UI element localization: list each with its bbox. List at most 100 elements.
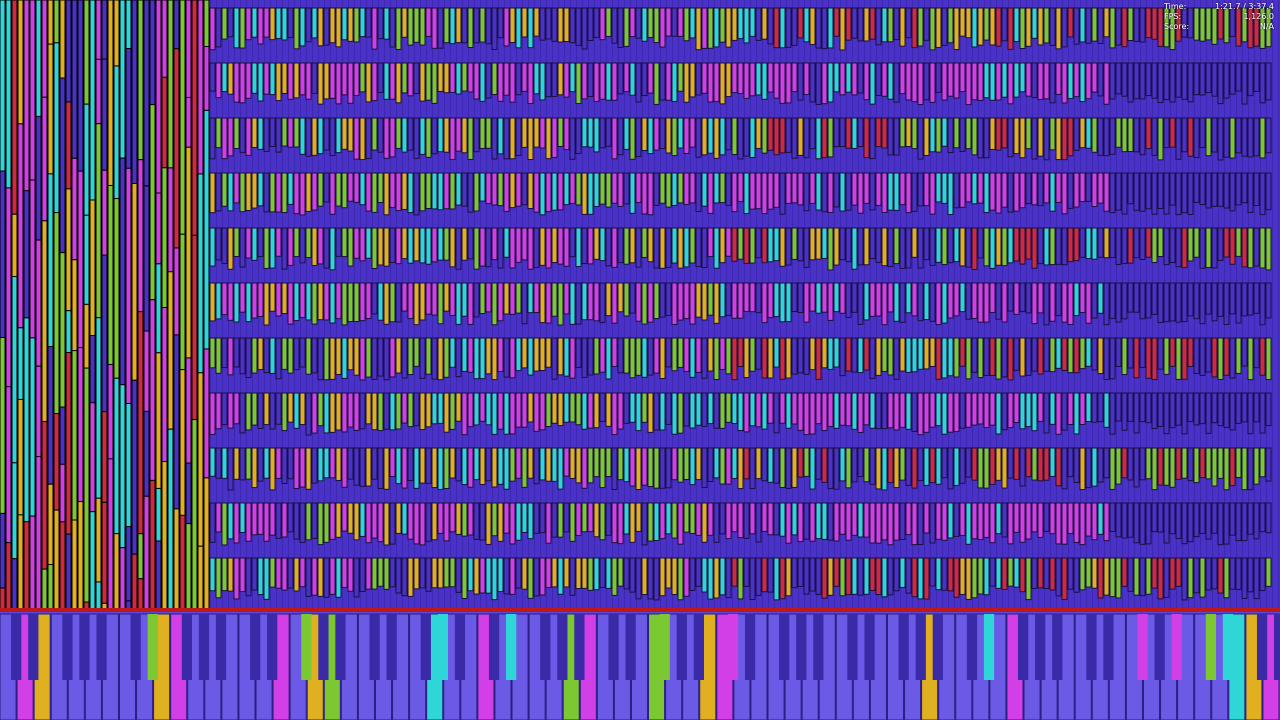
note [407,502,414,540]
note [239,392,246,434]
note [389,392,396,431]
note [173,247,180,336]
note [1025,447,1032,478]
note [863,172,870,204]
note [1235,502,1242,542]
note [65,0,72,103]
note [23,190,30,319]
note [407,227,414,264]
note [329,117,336,157]
note [767,282,774,319]
note [677,7,684,37]
note [929,117,936,153]
note [1151,117,1158,156]
note [1049,117,1056,151]
note [1109,172,1116,214]
note [851,447,858,483]
note [1073,227,1080,262]
note [977,337,984,379]
note [389,62,396,100]
note [95,581,102,613]
note [323,337,330,381]
note [455,172,462,206]
note [1115,172,1122,211]
note [257,7,264,45]
note [677,557,684,601]
note [1211,337,1218,378]
note [47,43,54,175]
note [701,557,708,593]
note [617,557,624,587]
note [335,557,342,598]
note [407,557,414,597]
note [1163,62,1170,101]
note [725,7,732,48]
note [215,502,222,533]
note [287,392,294,423]
time-label: Time: [1164,2,1187,11]
note [593,227,600,260]
note [749,502,756,535]
note [845,172,852,211]
note [953,282,960,317]
note [791,557,798,589]
note [1025,227,1032,260]
note [191,419,198,613]
note [1025,117,1032,150]
note [383,172,390,216]
note [575,337,582,368]
note [251,7,258,38]
note [323,502,330,543]
note [581,282,588,321]
note [1217,337,1224,380]
note [1133,447,1140,488]
note [491,337,498,381]
note [575,447,582,484]
note [275,337,282,380]
note [1115,282,1122,323]
note [875,172,882,206]
note [905,557,912,594]
note [1151,337,1158,381]
note [1163,447,1170,486]
note [41,420,48,570]
note [347,392,354,428]
note [989,337,996,376]
note [881,557,888,598]
note [95,58,102,125]
note [911,557,918,598]
note [1025,337,1032,376]
note [353,227,360,259]
note [317,7,324,47]
note [107,184,114,365]
note [905,172,912,214]
note [749,392,756,427]
note [509,172,516,209]
note [1079,392,1086,425]
note [593,392,600,429]
note [1169,502,1176,535]
note [119,384,126,549]
note [959,502,966,536]
note [809,282,816,312]
note [1259,447,1266,478]
note [935,337,942,380]
note [371,392,378,431]
note [605,502,612,536]
hit-line [0,608,1280,612]
note [695,282,702,318]
note [893,447,900,489]
note [881,62,888,97]
note [857,227,864,266]
note [1013,502,1020,533]
note [635,172,642,204]
note [875,282,882,317]
note [761,337,768,379]
note [1193,117,1200,159]
note [1205,227,1212,269]
note [1151,447,1158,491]
note [881,502,888,541]
note [839,392,846,426]
note [689,337,696,378]
note [461,502,468,537]
